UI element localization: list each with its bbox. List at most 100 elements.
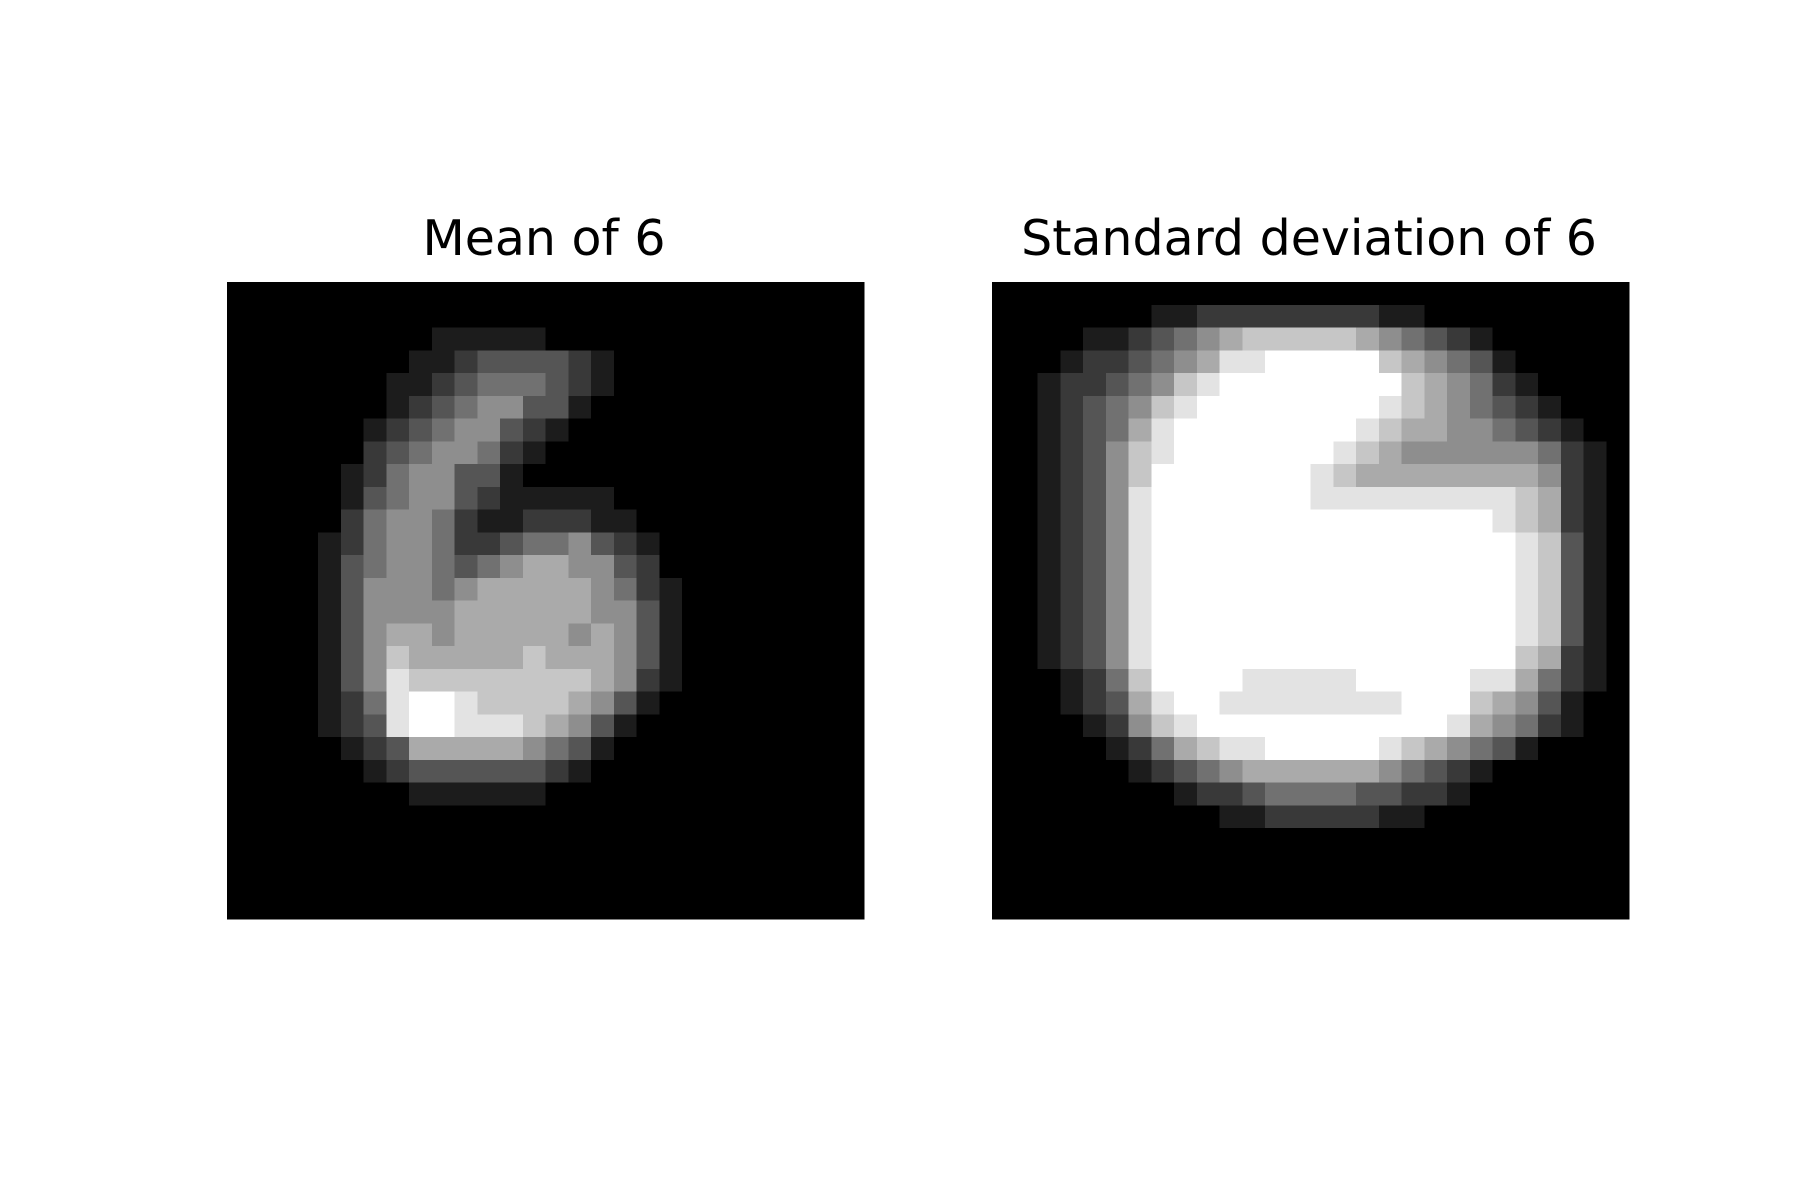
pixel-cell <box>1265 509 1289 533</box>
pixel-cell <box>454 304 478 329</box>
pixel-cell <box>795 668 820 693</box>
pixel-cell <box>1378 327 1403 351</box>
pixel-cell <box>272 896 296 920</box>
pixel-cell <box>992 850 1016 875</box>
pixel-cell <box>1378 600 1403 624</box>
pixel-cell <box>1196 737 1221 761</box>
pixel-cell <box>795 327 820 351</box>
pixel-cell <box>477 896 501 920</box>
pixel-cell <box>386 691 410 715</box>
mean-image <box>227 282 865 920</box>
pixel-cell <box>363 691 387 715</box>
pixel-cell <box>613 373 638 397</box>
pixel-cell <box>795 350 820 374</box>
pixel-cell <box>431 464 456 488</box>
pixel-cell <box>1151 873 1175 897</box>
pixel-cell <box>1469 577 1494 602</box>
pixel-cell <box>1606 532 1630 556</box>
pixel-cell <box>1538 509 1562 533</box>
pixel-cell <box>1196 441 1221 465</box>
pixel-cell <box>1560 873 1585 897</box>
pixel-cell <box>704 555 729 579</box>
pixel-cell <box>682 532 706 556</box>
pixel-cell <box>1333 805 1357 829</box>
pixel-cell <box>1242 486 1266 511</box>
pixel-cell <box>750 532 774 556</box>
pixel-cell <box>454 327 478 351</box>
pixel-cell <box>318 577 342 602</box>
pixel-cell <box>750 418 774 442</box>
pixel-cell <box>522 327 547 351</box>
pixel-cell <box>1606 304 1630 329</box>
pixel-cell <box>1242 759 1266 784</box>
pixel-cell <box>773 896 797 920</box>
pixel-cell <box>545 896 569 920</box>
pixel-cell <box>1060 555 1084 579</box>
pixel-cell <box>227 782 251 806</box>
pixel-cell <box>682 464 706 488</box>
pixel-cell <box>1265 691 1289 715</box>
pixel-cell <box>454 600 478 624</box>
pixel-cell <box>272 759 296 784</box>
pixel-cell <box>295 373 319 397</box>
pixel-cell <box>591 896 615 920</box>
pixel-cell <box>818 691 842 715</box>
pixel-cell <box>431 418 456 442</box>
pixel-cell <box>704 691 729 715</box>
pixel-cell <box>1287 350 1312 374</box>
pixel-cell <box>992 350 1016 374</box>
pixel-cell <box>1219 782 1243 806</box>
pixel-cell <box>454 555 478 579</box>
pixel-cell <box>386 873 410 897</box>
pixel-cell <box>613 464 638 488</box>
pixel-cell <box>409 759 433 784</box>
pixel-cell <box>1583 282 1607 306</box>
pixel-cell <box>727 282 751 306</box>
pixel-cell <box>1515 850 1539 875</box>
pixel-cell <box>409 282 433 306</box>
pixel-cell <box>1083 737 1107 761</box>
pixel-cell <box>1151 486 1175 511</box>
pixel-cell <box>363 873 387 897</box>
pixel-cell <box>1060 350 1084 374</box>
pixel-cell <box>363 509 387 533</box>
pixel-cell <box>500 327 524 351</box>
pixel-cell <box>295 623 319 647</box>
pixel-cell <box>841 441 865 465</box>
pixel-cell <box>795 759 820 784</box>
pixel-cell <box>227 464 251 488</box>
pixel-cell <box>636 395 660 420</box>
pixel-cell <box>992 805 1016 829</box>
pixel-cell <box>1265 486 1289 511</box>
pixel-cell <box>1333 532 1357 556</box>
pixel-cell <box>591 759 615 784</box>
pixel-cell <box>500 509 524 533</box>
pixel-cell <box>318 646 342 670</box>
pixel-cell <box>409 577 433 602</box>
pixel-cell <box>1060 373 1084 397</box>
pixel-cell <box>1538 577 1562 602</box>
pixel-cell <box>249 395 274 420</box>
pixel-cell <box>1356 304 1380 329</box>
pixel-cell <box>750 646 774 670</box>
pixel-cell <box>545 304 569 329</box>
pixel-cell <box>841 805 865 829</box>
pixel-cell <box>1469 759 1494 784</box>
pixel-cell <box>636 646 660 670</box>
pixel-cell <box>363 782 387 806</box>
pixel-cell <box>1378 486 1403 511</box>
pixel-cell <box>522 373 547 397</box>
pixel-cell <box>682 418 706 442</box>
pixel-cell <box>1196 486 1221 511</box>
pixel-cell <box>1333 577 1357 602</box>
pixel-cell <box>1583 896 1607 920</box>
pixel-cell <box>1492 418 1516 442</box>
pixel-cell <box>704 304 729 329</box>
pixel-cell <box>363 623 387 647</box>
pixel-cell <box>1447 691 1471 715</box>
pixel-cell <box>500 486 524 511</box>
pixel-cell <box>363 577 387 602</box>
pixel-cell <box>795 600 820 624</box>
pixel-cell <box>1333 668 1357 693</box>
pixel-cell <box>318 464 342 488</box>
